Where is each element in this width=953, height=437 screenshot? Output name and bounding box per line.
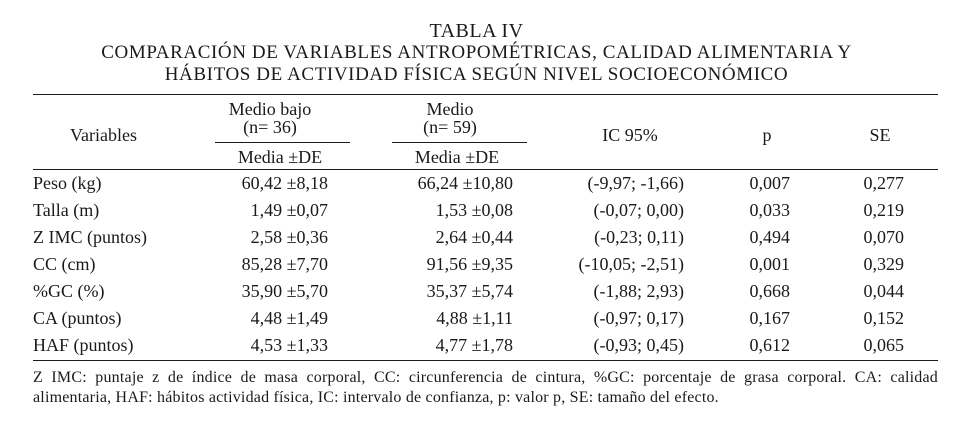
p-cell: 0,167 [749,308,791,328]
group2-value-cell: 2,64 ±0,44 [435,227,513,247]
header-p: p [762,125,772,145]
p-cell: 0,668 [749,281,791,301]
header-se: SE [869,125,891,145]
ci-cell: (-0,23; 0,11) [594,227,684,247]
group1-value-cell: 2,58 ±0,36 [250,227,328,247]
ci-cell: (-9,97; -1,66) [587,173,684,193]
top-rule [33,94,938,95]
variable-cell: Peso (kg) [33,173,102,193]
group1-value-cell: 60,42 ±8,18 [241,173,328,193]
group2-value-cell: 4,88 ±1,11 [436,308,513,328]
se-cell: 0,065 [863,335,905,355]
ci-cell: (-10,05; -2,51) [578,254,684,274]
header-group1-name: Medio bajo [228,99,312,119]
group2-value-cell: 35,37 ±5,74 [426,281,513,301]
ci-cell: (-0,97; 0,17) [593,308,684,328]
table-title-block: TABLA IV COMPARACIÓN DE VARIABLES ANTROP… [0,20,953,86]
header-group2-n: (n= 59) [423,117,477,137]
group2-value-cell: 66,24 ±10,80 [417,173,513,193]
table-footnote: Z IMC: puntaje z de índice de masa corpo… [33,369,938,406]
group1-value-cell: 85,28 ±7,70 [241,254,328,274]
se-cell: 0,070 [863,227,905,247]
se-cell: 0,152 [863,308,905,328]
header-ci: IC 95% [602,125,658,145]
group1-value-cell: 35,90 ±5,70 [241,281,328,301]
header-group1-n: (n= 36) [243,117,297,137]
bottom-rule [33,360,938,361]
se-cell: 0,329 [863,254,905,274]
p-cell: 0,007 [749,173,791,193]
ci-cell: (-0,93; 0,45) [593,335,684,355]
header-group2-stat: Media ±DE [414,147,500,167]
se-cell: 0,277 [863,173,905,193]
header-bottom-rule [33,169,938,170]
p-cell: 0,001 [749,254,791,274]
header-variables: Variables [70,125,137,145]
ci-cell: (-0,07; 0,00) [593,200,684,220]
group2-value-cell: 4,77 ±1,78 [435,335,513,355]
ci-cell: (-1,88; 2,93) [593,281,684,301]
p-cell: 0,494 [749,227,791,247]
se-cell: 0,219 [863,200,905,220]
header-group2-name: Medio [426,99,474,119]
variable-cell: Z IMC (puntos) [33,227,147,247]
header-group1-stat: Media ±DE [237,147,323,167]
group2-value-cell: 1,53 ±0,08 [435,200,513,220]
variable-cell: Talla (m) [33,200,100,220]
group2-subrule [392,142,527,143]
variable-cell: HAF (puntos) [33,335,134,355]
p-cell: 0,612 [749,335,791,355]
group2-value-cell: 91,56 ±9,35 [426,254,513,274]
p-cell: 0,033 [749,200,791,220]
group1-subrule [215,142,350,143]
group1-value-cell: 4,53 ±1,33 [250,335,328,355]
variable-cell: CC (cm) [33,254,96,274]
table-caption-line-2: HÁBITOS DE ACTIVIDAD FÍSICA SEGÚN NIVEL … [164,64,789,85]
variable-cell: %GC (%) [33,281,105,301]
group1-value-cell: 4,48 ±1,49 [250,308,328,328]
table-label: TABLA IV [429,20,524,42]
variable-cell: CA (puntos) [33,308,122,328]
se-cell: 0,044 [863,281,905,301]
group1-value-cell: 1,49 ±0,07 [250,200,328,220]
table-caption-line-1: COMPARACIÓN DE VARIABLES ANTROPOMÉTRICAS… [101,42,852,63]
